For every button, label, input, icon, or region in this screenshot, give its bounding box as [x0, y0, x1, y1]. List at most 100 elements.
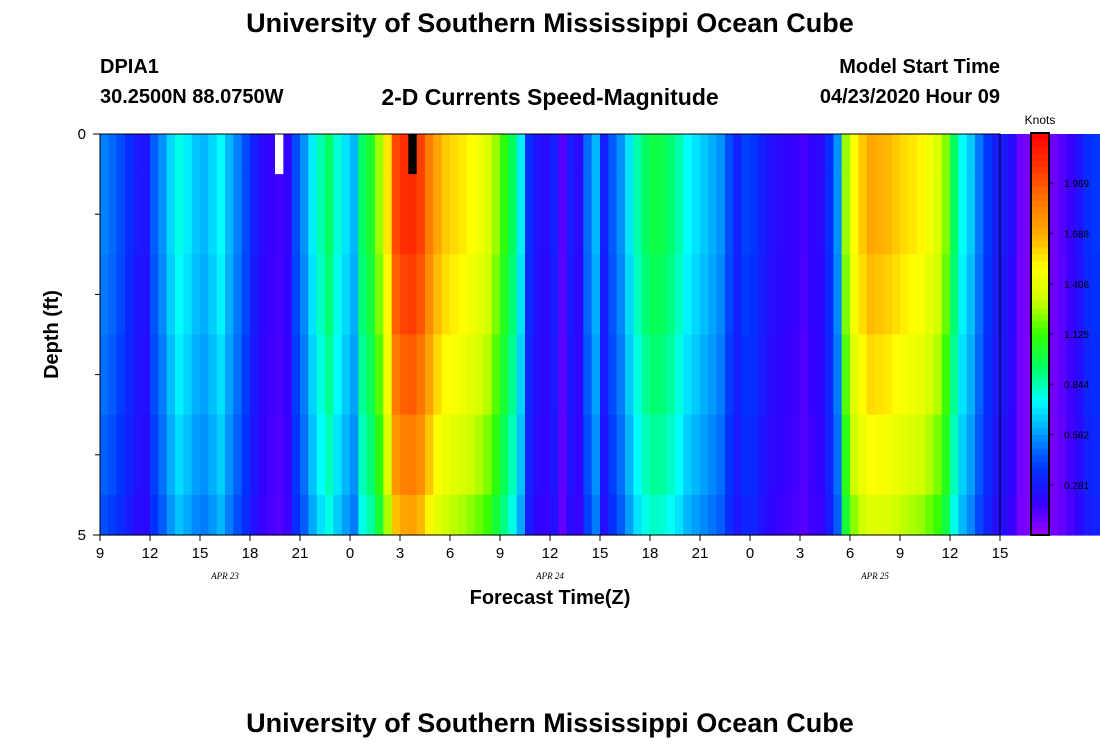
heatmap-cell — [600, 174, 609, 255]
heatmap-cell — [483, 174, 493, 255]
heatmap-cell — [200, 134, 209, 175]
heatmap-cell — [866, 334, 876, 416]
heatmap-cell — [1050, 174, 1059, 255]
heatmap-cell — [791, 174, 801, 255]
heatmap-cell — [841, 254, 851, 336]
heatmap-cell — [483, 494, 493, 536]
heatmap-cell — [133, 134, 143, 175]
heatmap-cell — [583, 134, 593, 175]
heatmap-cell — [516, 134, 526, 175]
heatmap-cell — [658, 334, 668, 416]
heatmap-cell — [466, 414, 476, 496]
heatmap-cell — [183, 134, 193, 175]
heatmap-cell — [216, 134, 226, 175]
heatmap-cell — [908, 254, 918, 336]
heatmap-cell — [250, 254, 259, 336]
heatmap-cell — [125, 134, 134, 175]
heatmap-cell — [408, 174, 418, 255]
heatmap-cell — [316, 494, 326, 536]
heatmap-cell — [583, 334, 593, 416]
heatmap-cell — [641, 134, 651, 175]
heatmap-cell — [625, 334, 634, 416]
heatmap-cell — [741, 174, 751, 255]
heatmap-cell — [541, 414, 551, 496]
heatmap-cell — [816, 134, 826, 175]
heatmap-cell — [266, 254, 276, 336]
heatmap-cell — [808, 134, 818, 175]
heatmap-cell — [233, 494, 243, 536]
colorbar-swatch — [1031, 200, 1049, 208]
heatmap-cell — [233, 334, 243, 416]
heatmap-cell — [641, 334, 651, 416]
heatmap-cell — [316, 254, 326, 336]
heatmap-cell — [650, 174, 659, 255]
heatmap-cell — [175, 174, 184, 255]
heatmap-cell — [391, 414, 401, 496]
heatmap-cell — [758, 414, 768, 496]
heatmap-cell — [533, 134, 543, 175]
heatmap-cell — [108, 334, 118, 416]
x-tick-label: 3 — [396, 545, 404, 562]
chart-subtitle: 2-D Currents Speed-Magnitude — [381, 84, 719, 110]
heatmap-cell — [741, 134, 751, 175]
heatmap-cell — [941, 494, 951, 536]
heatmap-cell — [958, 334, 968, 416]
heatmap-cell — [1000, 414, 1009, 496]
heatmap-cell — [566, 254, 576, 336]
heatmap-cell — [1066, 174, 1076, 255]
heatmap-cell — [608, 254, 618, 336]
heatmap-cell — [1050, 254, 1059, 336]
heatmap-cell — [775, 134, 784, 175]
x-tick-label: 0 — [346, 545, 354, 562]
heatmap-cell — [208, 414, 218, 496]
heatmap-cell — [875, 414, 884, 496]
heatmap-cell — [225, 414, 234, 496]
heatmap-cell — [833, 174, 843, 255]
heatmap-cell — [791, 414, 801, 496]
x-tick-label: 9 — [496, 545, 504, 562]
heatmap-cell — [633, 174, 643, 255]
heatmap-cell — [625, 414, 634, 496]
heatmap-cell — [675, 494, 684, 536]
heatmap-cell — [133, 414, 143, 496]
heatmap-cell — [550, 134, 559, 175]
heatmap-cell — [608, 414, 618, 496]
heatmap-cell — [275, 254, 284, 336]
heatmap-cell — [308, 134, 318, 175]
heatmap-cell — [350, 334, 359, 416]
heatmap-cell — [833, 134, 843, 175]
heatmap-cell — [516, 414, 526, 496]
heatmap-cell — [533, 494, 543, 536]
heatmap-cell — [916, 414, 926, 496]
heatmap-cell — [625, 494, 634, 536]
heatmap-cell — [350, 174, 359, 255]
colorbar-tick-label: 1.969 — [1064, 179, 1089, 190]
heatmap-cell — [733, 174, 743, 255]
heatmap-cell — [1016, 254, 1026, 336]
colorbar-swatch — [1031, 374, 1049, 382]
heatmap-cell — [525, 334, 534, 416]
x-tick-label: 12 — [142, 545, 159, 562]
heatmap-cell — [683, 494, 693, 536]
heatmap-cell — [400, 494, 409, 536]
heatmap-cell — [250, 174, 259, 255]
heatmap-cell — [950, 414, 959, 496]
heatmap-cell — [175, 334, 184, 416]
colorbar-swatch — [1031, 267, 1049, 275]
heatmap-cell — [516, 494, 526, 536]
heatmap-cell — [300, 494, 309, 536]
heatmap-cell — [1058, 174, 1068, 255]
heatmap-cell — [283, 494, 293, 536]
heatmap-cell — [275, 494, 284, 536]
heatmap-cell — [150, 494, 159, 536]
heatmap-cell — [158, 334, 168, 416]
heatmap-cell — [366, 254, 376, 336]
heatmap-cell — [791, 494, 801, 536]
heatmap-cell — [291, 134, 301, 175]
heatmap-cell — [508, 134, 518, 175]
heatmap-cell — [533, 254, 543, 336]
heatmap-cell — [991, 494, 1001, 536]
colorbar-swatch — [1031, 159, 1049, 167]
heatmap-cell — [966, 414, 976, 496]
heatmap-cell — [433, 414, 443, 496]
